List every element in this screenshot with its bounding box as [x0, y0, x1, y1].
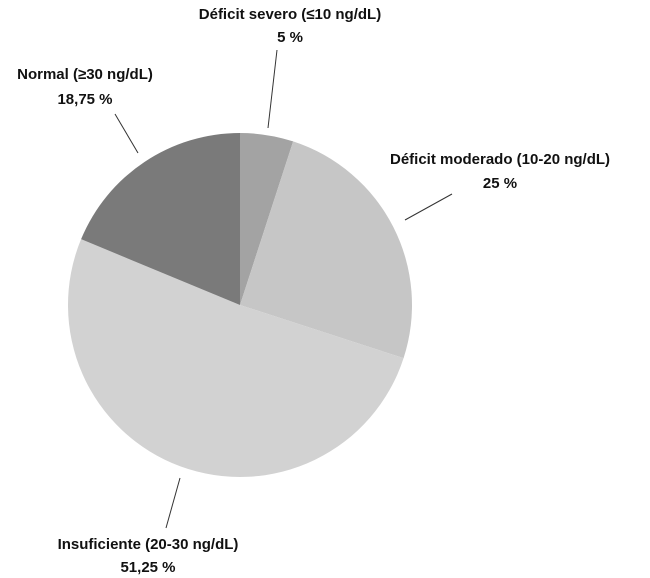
slice-value-label: 5 %: [277, 29, 303, 46]
pie-slice: [240, 133, 294, 305]
slice-label: Normal (≥30 ng/dL): [17, 66, 153, 83]
leader-line: [165, 477, 181, 529]
slice-label: Insuficiente (20-30 ng/dL): [58, 536, 239, 553]
slice-value-label: 18,75 %: [57, 91, 112, 108]
slice-label: Déficit moderado (10-20 ng/dL): [390, 151, 610, 168]
leader-line: [114, 113, 139, 154]
leader-line: [267, 49, 278, 129]
leader-line: [404, 193, 453, 221]
pie-slice: [67, 239, 404, 478]
pie-slice: [240, 141, 412, 359]
slice-value-label: 25 %: [483, 175, 517, 192]
slice-value-label: 51,25 %: [120, 559, 175, 576]
pie-slice: [81, 133, 241, 305]
slice-label: Déficit severo (≤10 ng/dL): [199, 6, 381, 23]
